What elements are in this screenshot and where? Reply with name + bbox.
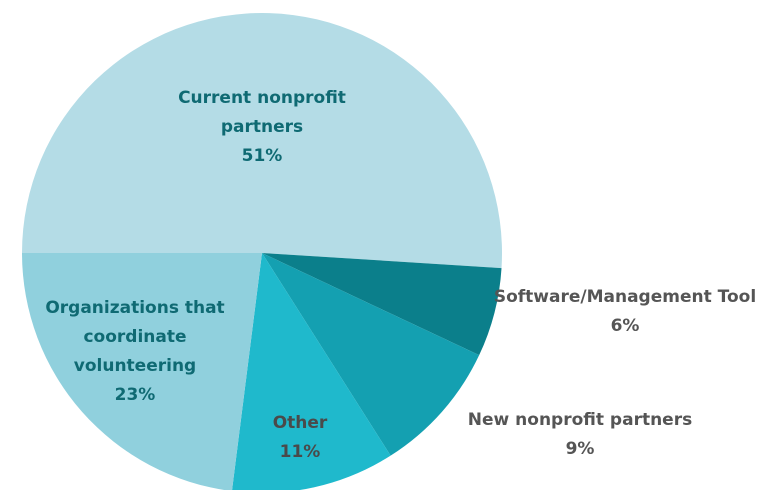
- category-label: Current nonprofit partners: [178, 88, 346, 137]
- pie-slice: [232, 253, 391, 490]
- value-label: 51%: [241, 146, 283, 166]
- pie-slice: [262, 253, 480, 456]
- category-label: Other: [272, 413, 328, 433]
- pie-slice: [22, 253, 262, 490]
- pie-slice: [262, 253, 502, 356]
- slice-label: Current nonprofit partners 51%: [162, 84, 362, 171]
- category-label: Organizations that coordinate volunteeri…: [45, 298, 225, 376]
- value-label: 11%: [279, 442, 321, 462]
- category-label: Software/Management Tool: [493, 287, 757, 307]
- value-label: 6%: [610, 316, 640, 336]
- pie-slice: [22, 13, 502, 269]
- slice-label: New nonprofit partners 9%: [430, 406, 730, 464]
- slice-label: Organizations that coordinate volunteeri…: [25, 294, 245, 410]
- slice-label: Software/Management Tool 6%: [490, 283, 760, 341]
- value-label: 9%: [565, 439, 595, 459]
- slice-label: Other 11%: [250, 409, 350, 467]
- category-label: New nonprofit partners: [467, 410, 693, 430]
- value-label: 23%: [114, 385, 156, 405]
